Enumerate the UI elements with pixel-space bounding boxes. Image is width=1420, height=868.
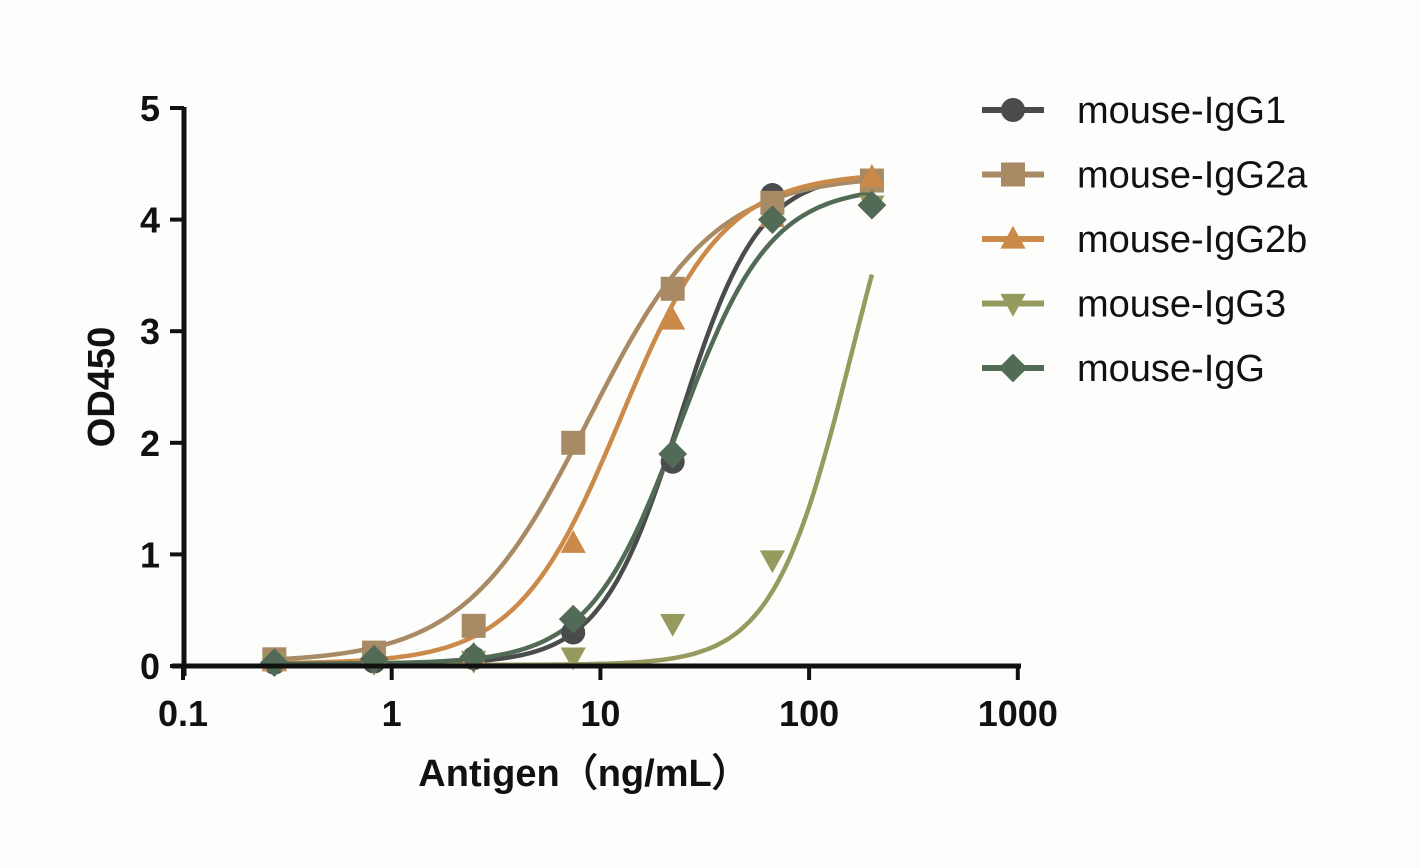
legend-item: mouse-IgG1 <box>982 90 1286 132</box>
legend-marker-diamond-icon <box>998 353 1028 383</box>
legend: mouse-IgG1 mouse-IgG2a mouse-IgG2b mouse-Ig… <box>982 90 1308 390</box>
data-point-mouse-IgG3 <box>759 550 785 574</box>
legend-label: mouse-IgG2a <box>1077 155 1308 197</box>
data-point-mouse-IgG <box>757 205 787 234</box>
legend-marker-triangle-up-icon <box>1000 225 1026 249</box>
y-tick-label: 3 <box>140 311 160 352</box>
y-axis-title: OD450 <box>81 327 123 447</box>
x-axis-title: Antigen（ng/mL） <box>418 753 749 795</box>
data-point-mouse-IgG2a <box>461 613 486 638</box>
legend-label: mouse-IgG3 <box>1077 284 1286 326</box>
data-point-mouse-IgG2b <box>859 163 885 187</box>
data-markers <box>259 163 887 678</box>
legend-marker-triangle-down-icon <box>1000 293 1026 317</box>
data-point-mouse-IgG <box>857 190 887 220</box>
data-point-mouse-IgG <box>558 604 588 634</box>
data-point-mouse-IgG2b <box>560 530 586 553</box>
legend-item: mouse-IgG3 <box>982 284 1286 326</box>
data-point-mouse-IgG2a <box>561 430 586 455</box>
x-tick-label: 1000 <box>978 693 1058 734</box>
legend-marker-square-icon <box>1001 162 1025 187</box>
x-tick-label: 100 <box>779 693 839 734</box>
x-tick-label: 0.1 <box>158 693 208 734</box>
legend-marker-circle-icon <box>1001 98 1025 122</box>
y-tick-label: 0 <box>140 646 160 687</box>
data-point-mouse-IgG2a <box>660 276 685 301</box>
axes <box>172 107 1021 676</box>
legend-label: mouse-IgG2b <box>1077 219 1307 261</box>
x-tick-label: 1 <box>382 693 402 734</box>
data-point-mouse-IgG2b <box>660 306 686 330</box>
legend-item: mouse-IgG2b <box>982 219 1307 261</box>
fit-curve-mouse-IgG <box>274 190 873 666</box>
x-tick-label: 10 <box>580 693 620 734</box>
fit-curve-mouse-IgG2b <box>274 174 873 666</box>
y-tick-label: 5 <box>140 88 160 129</box>
y-tick-label: 2 <box>140 423 160 464</box>
data-point-mouse-IgG3 <box>560 647 586 671</box>
fitted-curves <box>274 174 875 668</box>
y-tick-label: 1 <box>140 534 160 575</box>
legend-label: mouse-IgG1 <box>1077 90 1286 132</box>
legend-item: mouse-IgG2a <box>982 155 1308 197</box>
y-axis-ticks: 0 1 2 3 4 5 <box>140 88 184 687</box>
fit-curve-mouse-IgG1 <box>274 174 873 667</box>
legend-label: mouse-IgG <box>1077 348 1265 390</box>
x-axis-ticks: 0.1 1 10 100 1000 <box>158 666 1058 734</box>
data-point-mouse-IgG <box>259 648 289 678</box>
data-point-mouse-IgG <box>658 439 688 469</box>
legend-item: mouse-IgG <box>982 348 1265 390</box>
y-tick-label: 4 <box>140 200 160 241</box>
data-point-mouse-IgG3 <box>660 613 686 637</box>
fit-curve-mouse-IgG2a <box>274 177 873 662</box>
